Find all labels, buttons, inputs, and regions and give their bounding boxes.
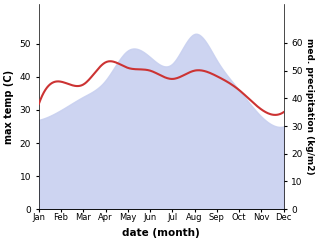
X-axis label: date (month): date (month) bbox=[122, 228, 200, 238]
Y-axis label: max temp (C): max temp (C) bbox=[4, 70, 14, 144]
Y-axis label: med. precipitation (kg/m2): med. precipitation (kg/m2) bbox=[305, 38, 314, 175]
